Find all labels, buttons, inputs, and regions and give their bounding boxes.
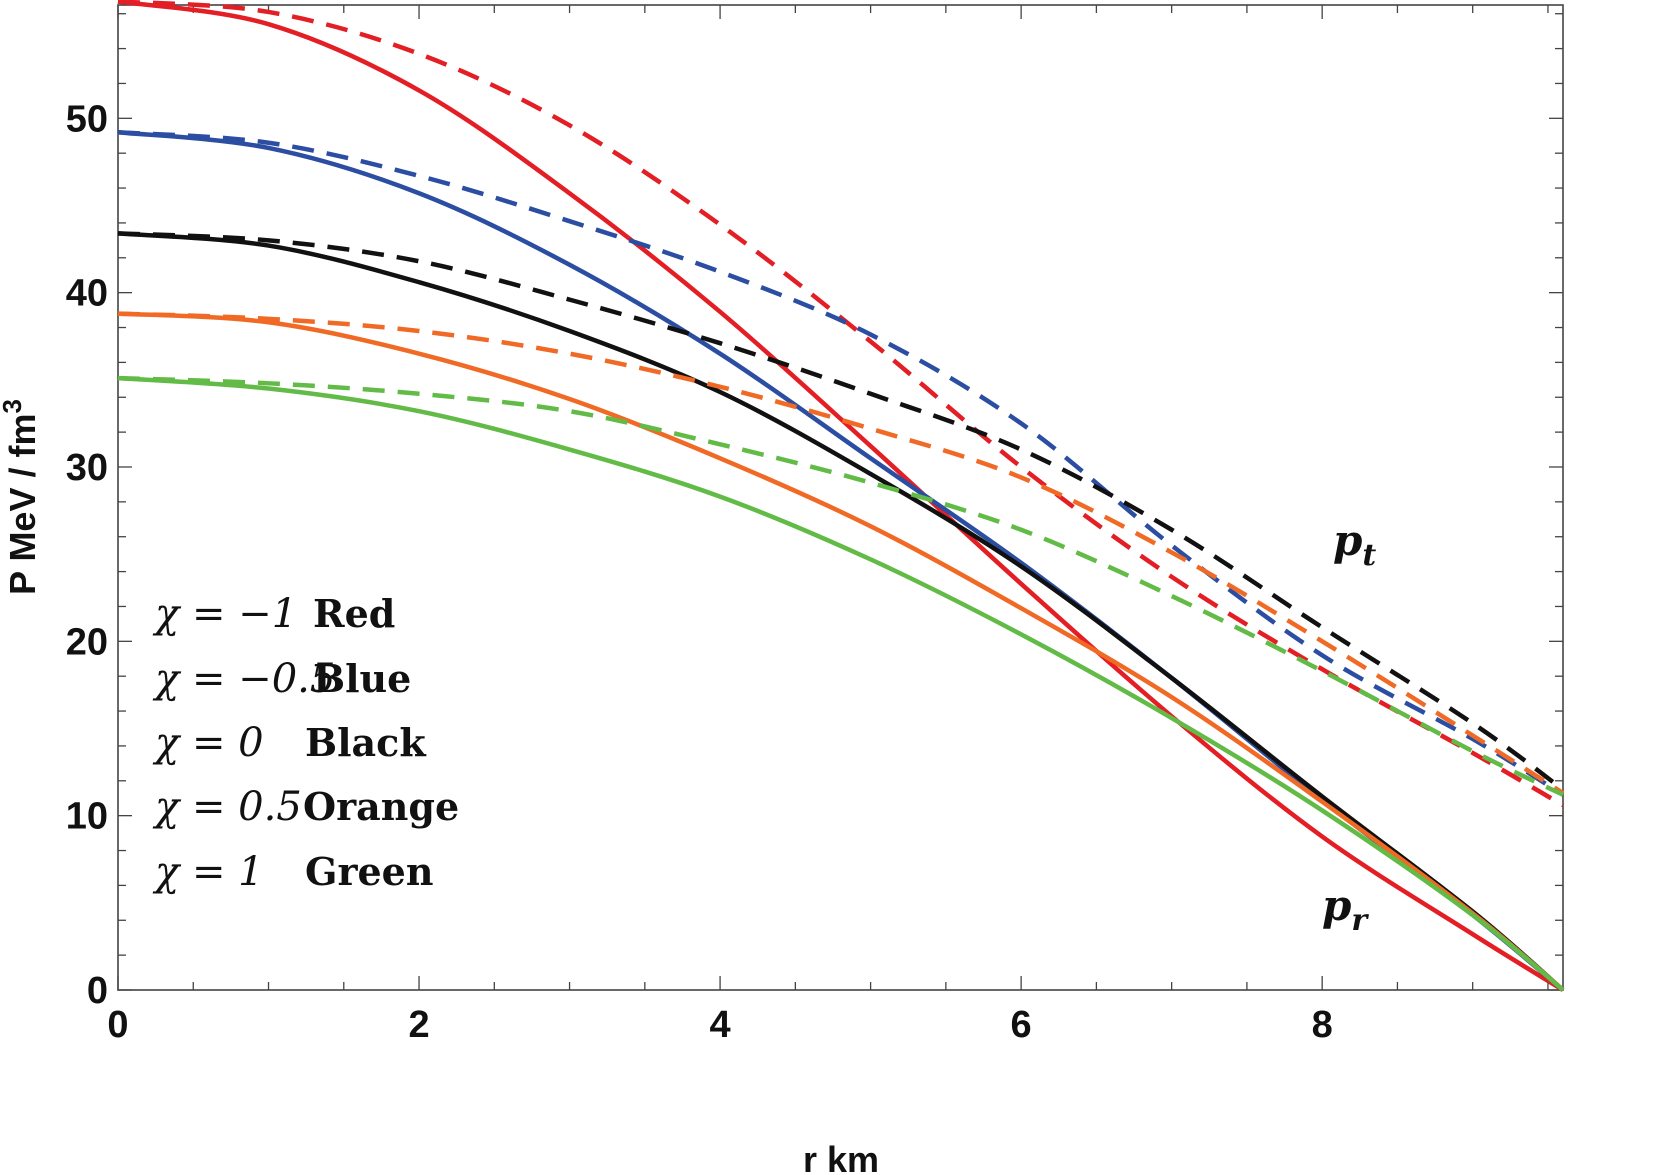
y-tick-labels: 0 10 20 30 40 50 [66,98,108,1012]
annotation-pr-sub: r [1351,903,1369,938]
annotation-pr-main: p [1322,881,1351,930]
x-tick-label: 6 [1011,1004,1032,1046]
series-line-pt-chi--1 [117,0,1565,808]
annotation-pr: pr [1322,881,1369,938]
legend-label: Black [305,720,426,765]
legend-chi: χ = −0.5 [152,656,335,702]
series-line-pr-chi--1 [117,0,1565,992]
y-tick-label: 10 [66,796,108,838]
annotation-pt-sub: t [1362,538,1376,573]
y-tick-label: 40 [66,273,108,315]
y-axis-title-text: P MeV / fm [2,414,43,595]
annotation-pt-main: p [1333,516,1362,565]
legend-label: Blue [313,656,411,701]
series-line-pr-chi-1 [117,375,1565,992]
series-line-pt-chi-0.5 [117,311,1565,795]
x-tick-label: 4 [710,1004,731,1046]
x-tick-label: 0 [107,1004,128,1046]
series-line-pt-chi--0.5 [117,130,1565,797]
series-lines [117,0,1565,992]
legend-chi: χ = 1 [152,849,264,895]
y-tick-label: 30 [66,447,108,489]
y-axis-title: P MeV / fm3 [0,399,43,595]
plot-frame [117,4,1564,991]
x-tick-label: 2 [408,1004,429,1046]
series-line-pr-chi-0.5 [117,311,1565,992]
y-tick-label: 0 [87,970,108,1012]
legend-label: Red [313,591,395,636]
x-tick-labels: 0 2 4 6 8 [107,1004,1332,1046]
legend-chi: χ = 0 [152,720,264,766]
legend-label: Orange [303,784,459,829]
series-line-pt-chi-0 [117,231,1565,792]
y-tick-label: 50 [66,98,108,140]
legend-chi: χ = −1 [152,591,297,637]
series-line-pr-chi-0 [117,231,1565,992]
annotation-pt: pt [1333,516,1376,573]
series-line-pt-chi-1 [117,375,1564,797]
legend: χ = −1 Red χ = −0.5 Blue χ = 0 Black χ =… [152,591,459,895]
legend-label: Green [305,849,433,894]
y-axis-title-superscript: 3 [0,399,27,413]
y-tick-label: 20 [66,621,108,663]
axis-ticks [117,5,1563,991]
legend-chi: χ = 0.5 [152,784,302,830]
x-tick-label: 8 [1312,1004,1333,1046]
x-axis-title: r km [803,1139,879,1175]
